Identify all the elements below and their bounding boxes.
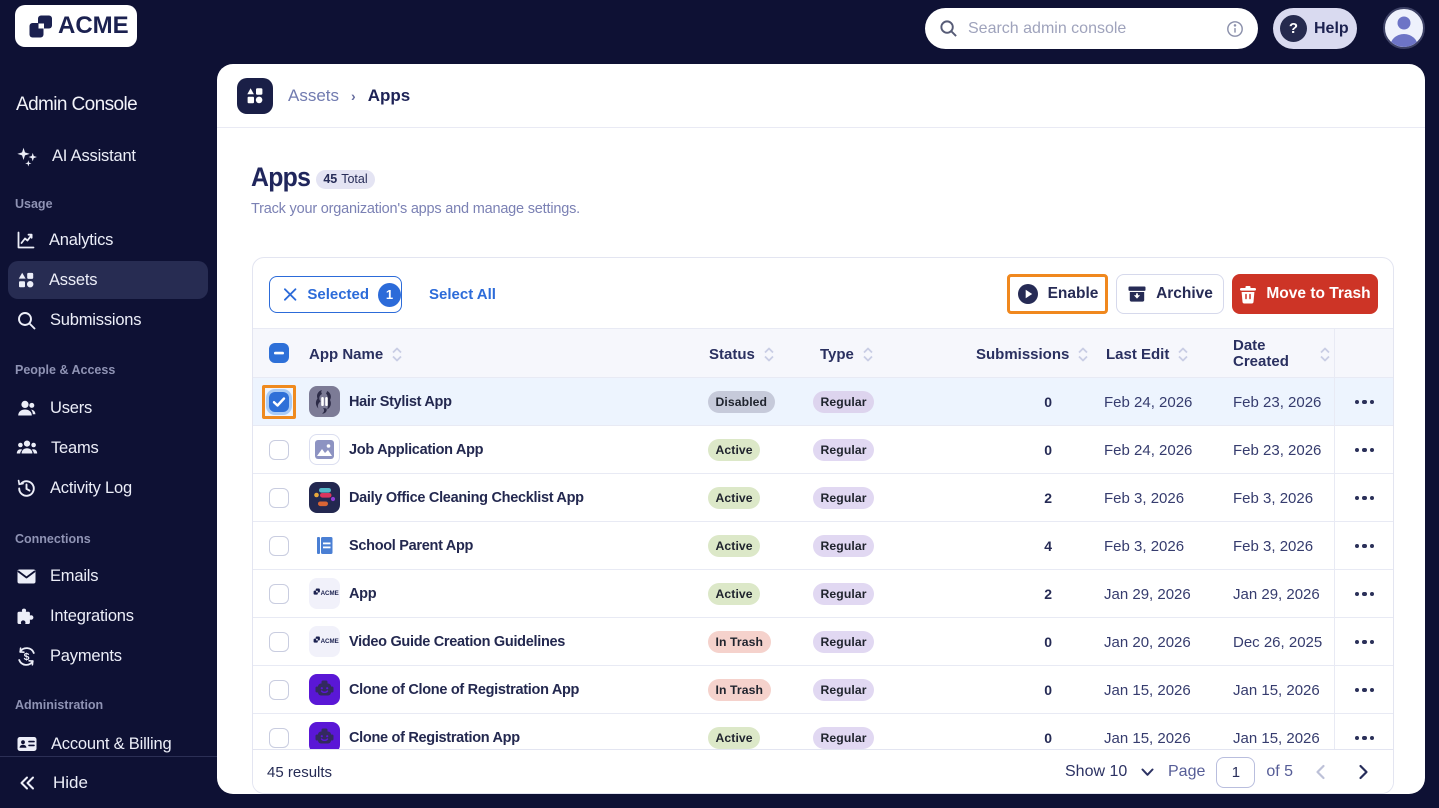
svg-text:ACME: ACME — [321, 638, 339, 645]
svg-text:ACME: ACME — [321, 590, 339, 597]
svg-text:$: $ — [24, 651, 30, 663]
